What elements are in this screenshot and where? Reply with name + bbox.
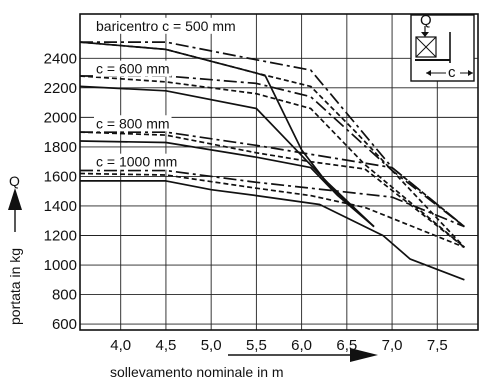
series-line-2-solid bbox=[79, 85, 375, 228]
y-axis-title: portata in kg bbox=[7, 248, 23, 325]
series-line-3-dashdot bbox=[80, 131, 465, 228]
group-labels: baricentro c = 500 mm c = 600 mm c = 800 m… bbox=[94, 17, 238, 170]
series-line-4-dashdot bbox=[80, 169, 465, 228]
inset-load-arrowhead-icon bbox=[421, 32, 429, 37]
x-tick-label: 6,0 bbox=[291, 337, 312, 354]
y-tick-label: 2000 bbox=[44, 109, 77, 126]
y-tick-label: 600 bbox=[52, 316, 77, 333]
x-tick-label: 7,5 bbox=[427, 337, 448, 354]
y-tick-labels: 600 800 1000 1200 1400 1600 1800 2000 2200 2400 bbox=[44, 50, 77, 333]
series-line-2-dashdot bbox=[80, 75, 465, 228]
x-axis-title: sollevamento nominale in m bbox=[110, 364, 284, 380]
inset-box-diag2-icon bbox=[415, 36, 437, 58]
x-tick-label: 4,5 bbox=[156, 337, 177, 354]
y-axis-arrowhead-icon bbox=[8, 188, 22, 210]
x-tick-label: 7,0 bbox=[382, 337, 403, 354]
inset-dim-label-bg bbox=[446, 63, 460, 78]
y-tick-label: 1200 bbox=[44, 227, 77, 244]
series-line-4-dashed bbox=[79, 172, 465, 249]
y-tick-label: 800 bbox=[52, 287, 77, 304]
series-group bbox=[79, 41, 466, 281]
inset-load-symbol: Q bbox=[420, 12, 432, 29]
x-tick-label: 5,0 bbox=[201, 337, 222, 354]
group-label-2: c = 600 mm bbox=[96, 61, 170, 77]
inset-dim-arrow-left-icon bbox=[426, 70, 431, 76]
y-axis-symbol: Q bbox=[9, 173, 20, 189]
group-label-4: c = 1000 mm bbox=[96, 154, 177, 170]
group-label-1: baricentro c = 500 mm bbox=[96, 18, 236, 34]
x-tick-label: 5,5 bbox=[246, 337, 267, 354]
x-tick-label: 4,0 bbox=[110, 337, 131, 354]
y-tick-label: 1000 bbox=[44, 257, 77, 274]
group-label-bg bbox=[94, 153, 180, 170]
plot-frame bbox=[79, 13, 479, 331]
inset-pictogram: Q c bbox=[410, 12, 475, 82]
y-tick-label: 2400 bbox=[44, 50, 77, 67]
series-line-3-dashed bbox=[79, 131, 465, 248]
x-tick-labels: 4,0 4,5 5,0 5,5 6,0 6,5 7,0 7,5 bbox=[110, 337, 447, 354]
y-tick-label: 1400 bbox=[44, 198, 77, 215]
series-line-3-solid bbox=[79, 140, 375, 228]
group-label-bg bbox=[94, 115, 172, 132]
y-tick-label: 1600 bbox=[44, 168, 77, 185]
y-tick-label: 1800 bbox=[44, 139, 77, 156]
group-label-bg bbox=[94, 60, 172, 77]
group-label-3: c = 800 mm bbox=[96, 115, 170, 131]
group-label-bg bbox=[94, 17, 238, 34]
inset-distance-symbol: c bbox=[448, 64, 456, 81]
series-line-4-solid bbox=[80, 180, 465, 281]
y-tick-label: 2200 bbox=[44, 80, 77, 97]
inset-dim-arrow-right-icon bbox=[468, 70, 473, 76]
x-axis-arrowhead-icon bbox=[350, 348, 378, 362]
